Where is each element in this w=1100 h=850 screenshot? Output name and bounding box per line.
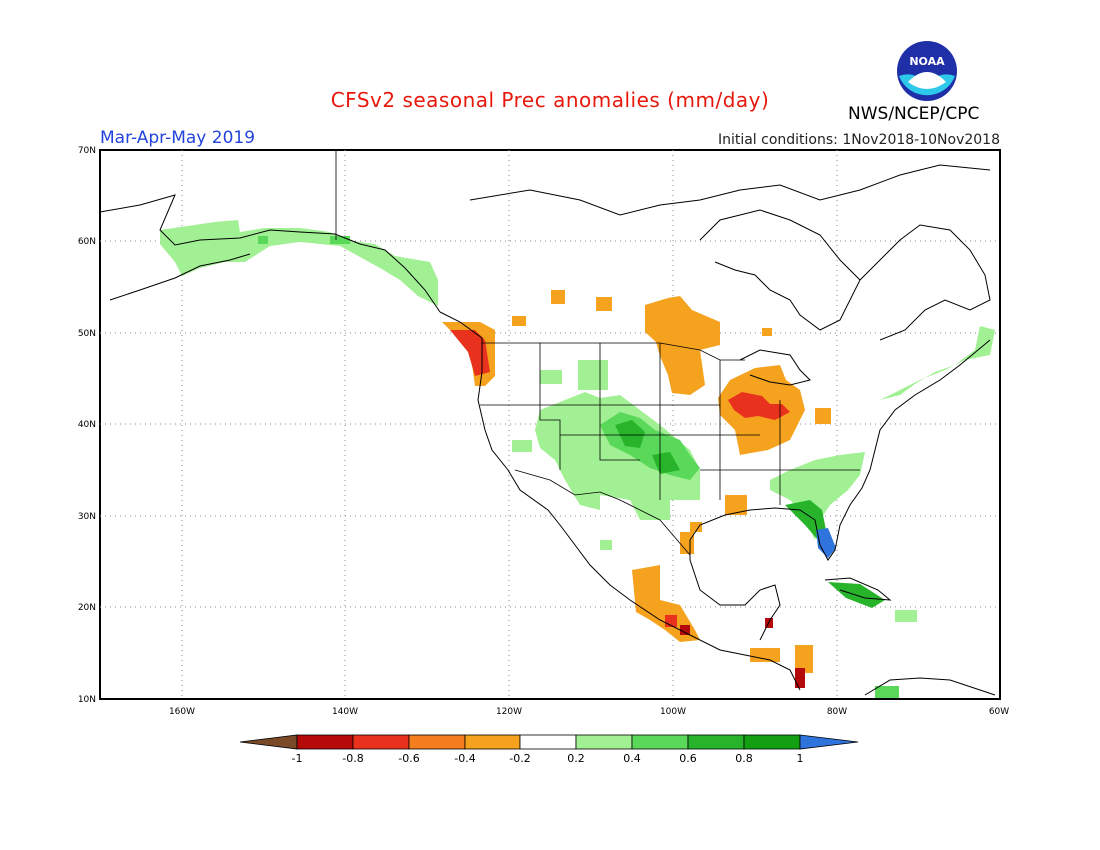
west-coast xyxy=(439,311,801,691)
alaska-south-coast xyxy=(109,253,251,301)
season-label: Mar-Apr-May 2019 xyxy=(100,128,256,148)
wet-patch xyxy=(600,540,612,550)
dry-core-patch xyxy=(680,625,690,635)
state-lines xyxy=(599,343,640,461)
colorbar-tick: 0.2 xyxy=(567,752,585,765)
dry-patch xyxy=(551,290,565,304)
colorbar-bin xyxy=(352,734,410,750)
yucatan-coast xyxy=(689,559,781,641)
lat-label: 60N xyxy=(78,237,96,247)
longitude-labels: 160W 140W 120W 100W 80W 60W xyxy=(169,707,1009,717)
us-mexico-border xyxy=(514,469,691,556)
wet-patch xyxy=(540,370,562,384)
labrador-coast xyxy=(859,224,991,341)
alaska-wet-patch xyxy=(258,236,268,244)
map-title: CFSv2 seasonal Prec anomalies (mm/day) xyxy=(0,88,1100,112)
dry-patch xyxy=(596,297,612,311)
colorbar-tick: 0.6 xyxy=(679,752,697,765)
colorbar-tick: -0.8 xyxy=(342,752,363,765)
colorbar-tick: 1 xyxy=(797,752,804,765)
colorbar-low-arrow xyxy=(239,734,298,750)
dry-patch xyxy=(762,328,772,336)
gulf-coast xyxy=(689,339,991,561)
colorbar-bin xyxy=(408,734,466,750)
noaa-logo: NOAA xyxy=(897,41,957,101)
lon-label: 100W xyxy=(660,707,686,717)
state-lines xyxy=(539,343,561,470)
lon-label: 140W xyxy=(332,707,358,717)
great-lakes-outline xyxy=(739,349,811,386)
colorbar-tick: -0.6 xyxy=(398,752,419,765)
cuba-coast xyxy=(824,577,892,601)
alaska-wet-patch xyxy=(330,236,350,244)
lat-label: 70N xyxy=(78,146,96,156)
wet-patch xyxy=(895,610,917,622)
dry-patch xyxy=(725,495,747,515)
political-borders xyxy=(335,150,860,556)
colorbar-tick: -1 xyxy=(292,752,303,765)
agency-label: NWS/NCEP/CPC xyxy=(848,104,980,124)
wet-patch xyxy=(875,686,899,698)
colorbar-bin xyxy=(575,734,633,750)
wet-patch xyxy=(512,440,532,452)
pacific-nw-dry-core xyxy=(450,330,490,376)
colorbar-high-arrow xyxy=(799,734,859,750)
south-america-coast xyxy=(864,677,996,696)
colorbar-bin xyxy=(687,734,745,750)
dry-patch xyxy=(690,522,702,532)
dry-patch xyxy=(815,408,831,424)
mexico-dry-region xyxy=(632,565,700,642)
colorbar-bin xyxy=(743,734,801,750)
northeast-wet-region xyxy=(880,326,995,400)
plains-wet-region xyxy=(535,392,700,520)
colorbar-tick: 0.8 xyxy=(735,752,753,765)
northern-plains-dry-region xyxy=(645,296,720,395)
plains-wet-strong xyxy=(615,420,645,448)
latitude-labels: 70N 60N 50N 40N 30N 20N 10N xyxy=(78,146,96,705)
lon-label: 160W xyxy=(169,707,195,717)
colorbar-tick: 0.4 xyxy=(623,752,641,765)
dry-patch xyxy=(750,648,780,662)
lat-label: 20N xyxy=(78,603,96,613)
hudson-bay-coast xyxy=(699,209,861,331)
lat-label: 40N xyxy=(78,420,96,430)
alaska-wet-region xyxy=(160,220,438,306)
colorbar xyxy=(239,734,859,750)
lat-label: 10N xyxy=(78,695,96,705)
lon-label: 60W xyxy=(989,707,1009,717)
coastlines xyxy=(99,164,996,696)
dry-core-patch xyxy=(795,668,805,688)
dry-patch xyxy=(795,645,813,673)
arctic-islands xyxy=(469,164,991,216)
anomaly-shading xyxy=(160,220,995,698)
alaska-coast xyxy=(99,194,441,313)
lon-label: 80W xyxy=(827,707,847,717)
colorbar-bin xyxy=(631,734,689,750)
colorbar-bin xyxy=(296,734,354,750)
lat-label: 50N xyxy=(78,329,96,339)
dry-patch xyxy=(680,532,694,554)
wet-patch xyxy=(578,360,608,390)
midwest-dry-core xyxy=(728,392,790,420)
dry-patch xyxy=(512,316,526,326)
colorbar-bin xyxy=(464,734,521,750)
colorbar-tick: -0.4 xyxy=(454,752,475,765)
colorbar-tick: -0.2 xyxy=(509,752,530,765)
southeast-wet-region xyxy=(770,452,865,540)
lon-label: 120W xyxy=(496,707,522,717)
map-title-text: CFSv2 seasonal Prec anomalies (mm/day) xyxy=(330,88,770,112)
colorbar-labels: -1 -0.8 -0.6 -0.4 -0.2 0.2 0.4 0.6 0.8 1 xyxy=(292,752,804,765)
plains-wet-strong xyxy=(652,452,680,474)
florida-very-wet xyxy=(816,528,836,558)
initial-conditions-label: Initial conditions: 1Nov2018-10Nov2018 xyxy=(717,132,1000,148)
logo-text: NOAA xyxy=(909,55,945,68)
colorbar-bin xyxy=(519,734,577,750)
lat-label: 30N xyxy=(78,512,96,522)
